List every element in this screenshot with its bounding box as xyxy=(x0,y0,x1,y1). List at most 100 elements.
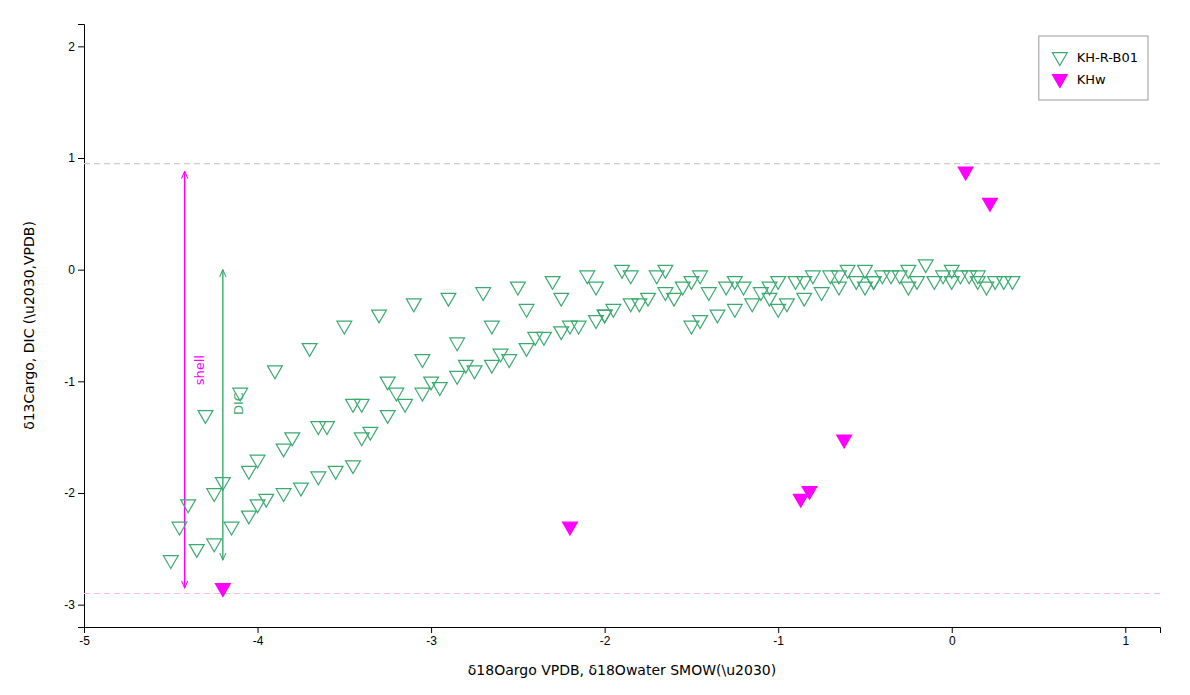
point xyxy=(294,483,309,496)
point xyxy=(519,304,534,317)
point xyxy=(693,271,708,284)
point xyxy=(510,282,525,295)
point xyxy=(837,435,852,448)
point xyxy=(658,265,673,278)
point xyxy=(554,293,569,306)
y-tick: 2 xyxy=(68,40,84,54)
legend-label: KH-R-B01 xyxy=(1077,50,1138,65)
y-axis: -3 -2 -1 0 1 2 xyxy=(64,25,84,628)
x-tick: -1 xyxy=(773,627,784,648)
point xyxy=(958,167,973,180)
point xyxy=(415,355,430,368)
point xyxy=(519,344,534,357)
y-tick-mark xyxy=(78,605,84,606)
point xyxy=(563,321,578,334)
y-tick: 0 xyxy=(68,263,84,277)
point xyxy=(189,545,204,558)
point xyxy=(163,556,178,569)
y-axis-label: δ13Cargo, DIC (\u2030,VPDB) xyxy=(21,221,37,430)
x-tick-label: -5 xyxy=(79,634,90,648)
point xyxy=(484,321,499,334)
point xyxy=(380,377,395,390)
point xyxy=(389,388,404,401)
x-axis-label: δ18Oargo VPDB, δ18Owater SMOW(\u2030) xyxy=(468,662,776,678)
point xyxy=(545,277,560,290)
legend-label: KHw xyxy=(1077,72,1106,87)
x-tick: -4 xyxy=(253,627,264,648)
point xyxy=(528,332,543,345)
x-tick-label: -1 xyxy=(773,634,784,648)
point xyxy=(207,539,222,552)
legend: KH-R-B01 KHw xyxy=(1039,36,1148,100)
point xyxy=(658,288,673,301)
x-tick: -2 xyxy=(600,627,611,648)
plot-area: -5-4-3-2-101-3-2-1012δ18Oargo VPDB, δ18O… xyxy=(21,25,1161,679)
point xyxy=(996,277,1011,290)
x-tick: -3 xyxy=(426,627,437,648)
point xyxy=(398,399,413,412)
point xyxy=(597,310,612,323)
point xyxy=(667,293,682,306)
y-tick: 1 xyxy=(68,151,84,165)
y-tick-label: 0 xyxy=(68,263,75,277)
y-tick-mark xyxy=(78,46,84,47)
point xyxy=(476,288,491,301)
y-tick: -3 xyxy=(64,598,84,612)
point xyxy=(779,299,794,312)
y-tick: -2 xyxy=(64,486,84,500)
point xyxy=(484,360,499,373)
reference-line xyxy=(84,163,1160,164)
point xyxy=(805,271,820,284)
point xyxy=(606,304,621,317)
x-tick-mark xyxy=(605,627,606,633)
point xyxy=(641,293,656,306)
x-tick-mark xyxy=(952,627,953,633)
y-tick-label: -1 xyxy=(64,375,75,389)
point xyxy=(172,522,187,535)
point xyxy=(215,584,230,597)
series xyxy=(215,167,997,596)
point xyxy=(380,411,395,424)
point xyxy=(771,277,786,290)
x-tick-mark xyxy=(431,627,432,633)
point xyxy=(450,371,465,384)
point xyxy=(762,282,777,295)
point xyxy=(346,399,361,412)
point xyxy=(701,288,716,301)
x-tick: 1 xyxy=(1122,627,1129,648)
point xyxy=(415,388,430,401)
point xyxy=(493,349,508,362)
series xyxy=(163,260,1020,569)
point xyxy=(983,198,998,211)
legend-box xyxy=(1039,36,1148,100)
x-axis: -5-4-3-2-101 xyxy=(79,627,1160,648)
y-tick-label: 2 xyxy=(68,40,75,54)
annotation-arrow xyxy=(222,270,223,560)
x-tick-label: -3 xyxy=(426,634,437,648)
point xyxy=(589,282,604,295)
point xyxy=(797,277,812,290)
point xyxy=(276,444,291,457)
point xyxy=(241,466,256,479)
point xyxy=(337,321,352,334)
point xyxy=(241,511,256,524)
x-tick: -5 xyxy=(79,627,90,648)
y-tick-mark xyxy=(78,270,84,271)
point xyxy=(302,344,317,357)
point xyxy=(311,422,326,435)
point xyxy=(727,277,742,290)
point xyxy=(458,360,473,373)
point xyxy=(267,366,282,379)
annotation-text: shell xyxy=(192,355,207,385)
y-tick-label: -3 xyxy=(64,598,75,612)
legend-symbol xyxy=(1052,75,1067,88)
y-axis-line xyxy=(78,25,85,628)
point xyxy=(802,486,817,499)
point xyxy=(181,500,196,513)
point xyxy=(372,310,387,323)
y-tick-mark xyxy=(78,493,84,494)
point xyxy=(866,277,881,290)
y-tick-label: 1 xyxy=(68,151,75,165)
y-tick-label: -2 xyxy=(64,486,75,500)
point xyxy=(563,522,578,535)
